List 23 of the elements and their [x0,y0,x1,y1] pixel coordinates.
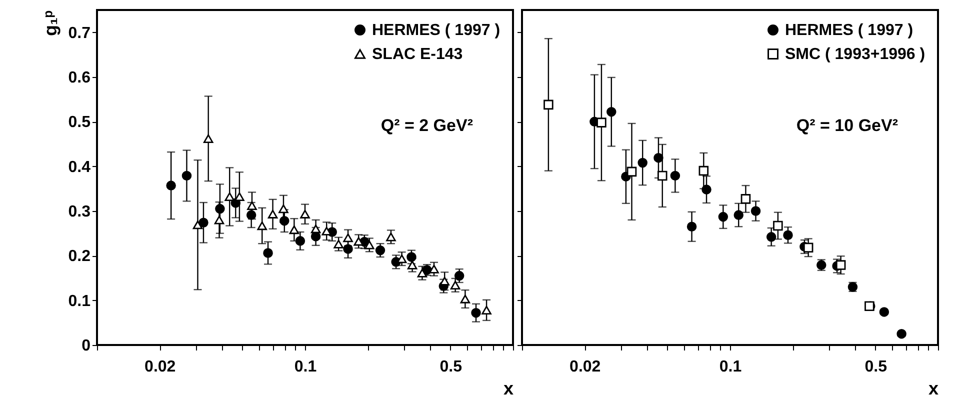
y-tick-label: 0.5 [68,114,91,132]
y-tick-label: 0.2 [68,248,91,266]
y-tick-label: 0 [82,338,91,354]
x-axis-title: x [503,378,514,398]
x-tick-label: 0.02 [570,358,601,376]
legend-label: SLAC E-143 [372,46,463,63]
x-tick-label: 0.5 [440,358,462,376]
y-tick-label: 0.4 [68,158,91,176]
y-tick-label: 0.3 [68,204,91,220]
y-axis-title: g₁ᵖ [40,10,60,36]
legend-label: SMC ( 1993+1996 ) [785,46,926,63]
x-tick-label: 0.1 [294,358,317,376]
annotation: Q² = 2 GeV² [380,116,474,135]
x-tick-label: 0.02 [144,358,176,376]
legend-label: HERMES ( 1997 ) [785,22,914,39]
x-axis-title: x [928,378,938,398]
x-tick-label: 0.1 [719,358,742,376]
y-tick-label: 0.1 [68,292,91,310]
y-tick-label: 0.7 [68,24,91,42]
legend-label: HERMES ( 1997 ) [372,22,500,39]
annotation: Q² = 10 GeV² [796,116,898,135]
y-tick-label: 0.6 [68,70,91,86]
x-tick-label: 0.5 [864,358,888,376]
